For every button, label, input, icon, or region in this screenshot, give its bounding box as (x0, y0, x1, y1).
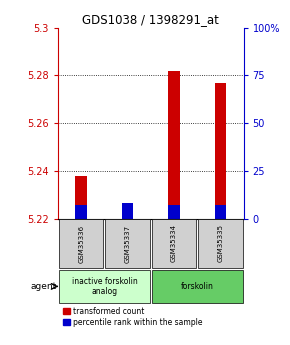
Text: inactive forskolin
analog: inactive forskolin analog (72, 277, 137, 296)
Text: GSM35334: GSM35334 (171, 225, 177, 263)
Bar (105, 219, 150, 268)
Text: GSM35337: GSM35337 (125, 224, 130, 263)
Bar (59, 219, 104, 268)
Bar (122, 209, 133, 219)
Text: agent: agent (31, 282, 57, 291)
Bar (168, 205, 180, 219)
Text: GSM35335: GSM35335 (218, 225, 223, 263)
Bar (215, 83, 226, 219)
Bar (59, 269, 150, 303)
Legend: transformed count, percentile rank within the sample: transformed count, percentile rank withi… (62, 305, 204, 328)
Bar (152, 219, 196, 268)
Text: forskolin: forskolin (181, 282, 214, 291)
Bar (75, 205, 87, 219)
Bar (168, 71, 180, 219)
Bar (122, 204, 133, 219)
Bar (152, 269, 243, 303)
Bar (75, 176, 87, 219)
Title: GDS1038 / 1398291_at: GDS1038 / 1398291_at (82, 13, 219, 27)
Bar (215, 205, 226, 219)
Text: GSM35336: GSM35336 (78, 224, 84, 263)
Bar (198, 219, 243, 268)
